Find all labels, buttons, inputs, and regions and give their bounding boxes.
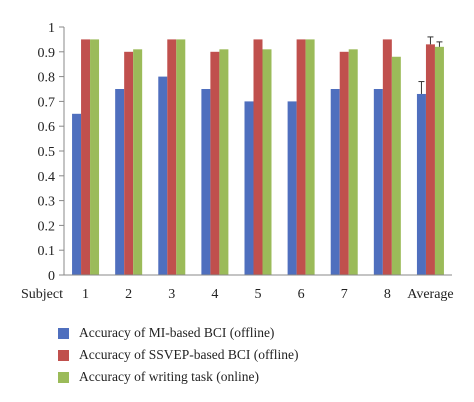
bar-mi-1 xyxy=(72,113,82,275)
x-tick-label: 2 xyxy=(125,287,132,302)
bar-mi-2 xyxy=(115,89,125,275)
y-tick-label: 0.7 xyxy=(38,95,56,110)
bar-ssvep-6 xyxy=(296,39,306,276)
x-tick-label: 8 xyxy=(384,287,391,302)
bar-mi-average xyxy=(416,93,426,276)
legend-swatch-writing xyxy=(58,371,69,383)
bar-ssvep-2 xyxy=(124,51,134,275)
legend-swatch-ssvep xyxy=(58,349,69,361)
x-tick-label: 3 xyxy=(168,287,175,302)
x-tick-label: 5 xyxy=(255,287,262,302)
bar-ssvep-4 xyxy=(210,51,220,275)
legend: Accuracy of MI-based BCI (offline) Accur… xyxy=(58,323,298,389)
bar-writing-1 xyxy=(90,39,100,276)
y-tick-label: 0.5 xyxy=(38,145,56,160)
bar-ssvep-7 xyxy=(339,51,349,275)
bar-mi-5 xyxy=(244,101,254,276)
y-tick-label: 0.6 xyxy=(38,120,56,135)
y-axis-ticks: 0 0.1 0.2 0.3 0.4 0.5 0.6 0.7 0.8 0.9 1 xyxy=(38,21,64,284)
legend-item-writing: Accuracy of writing task (online) xyxy=(58,367,298,387)
y-tick-label: 0 xyxy=(48,269,55,284)
y-tick-label: 0.4 xyxy=(38,170,56,185)
bar-writing-7 xyxy=(348,49,358,275)
legend-label-ssvep: Accuracy of SSVEP-based BCI (offline) xyxy=(79,347,299,362)
bar-writing-5 xyxy=(262,49,272,275)
y-tick-label: 0.3 xyxy=(38,195,56,210)
legend-label-mi: Accuracy of MI-based BCI (offline) xyxy=(79,325,275,340)
legend-swatch-mi xyxy=(58,327,69,339)
bar-writing-8 xyxy=(391,56,401,276)
bar-ssvep-8 xyxy=(382,39,392,276)
bar-ssvep-average xyxy=(425,44,435,275)
legend-item-ssvep: Accuracy of SSVEP-based BCI (offline) xyxy=(58,345,298,365)
bar-mi-3 xyxy=(158,76,168,275)
y-tick-label: 1 xyxy=(48,21,55,36)
bar-writing-3 xyxy=(176,39,186,276)
bar-mi-6 xyxy=(287,101,297,276)
x-axis-ticks: 1 2 3 4 5 6 7 8 Average xyxy=(82,287,454,302)
x-tick-label: 7 xyxy=(341,287,348,302)
y-tick-label: 0.8 xyxy=(38,71,56,86)
bar-writing-2 xyxy=(133,49,143,275)
error-bars xyxy=(418,36,443,94)
bar-mi-4 xyxy=(201,89,211,275)
bar-writing-6 xyxy=(305,39,315,276)
x-tick-label: 6 xyxy=(298,287,305,302)
bars xyxy=(72,39,444,276)
bar-mi-7 xyxy=(330,89,340,275)
x-tick-label: Average xyxy=(407,287,453,302)
bar-writing-average xyxy=(434,46,444,276)
legend-item-mi: Accuracy of MI-based BCI (offline) xyxy=(58,323,298,343)
y-tick-label: 0.9 xyxy=(38,46,56,61)
bar-mi-8 xyxy=(373,89,383,275)
y-tick-label: 0.1 xyxy=(38,244,56,259)
legend-label-writing: Accuracy of writing task (online) xyxy=(79,369,259,384)
bar-ssvep-3 xyxy=(167,39,177,276)
x-tick-label: 4 xyxy=(211,287,218,302)
bar-ssvep-5 xyxy=(253,39,263,276)
x-axis-prefix-label: Subject xyxy=(21,287,63,302)
y-tick-label: 0.2 xyxy=(38,219,56,234)
bar-chart: 0 0.1 0.2 0.3 0.4 0.5 0.6 0.7 0.8 0.9 1 Subject 1 2… xyxy=(21,21,454,302)
bar-ssvep-1 xyxy=(81,39,91,276)
bar-writing-4 xyxy=(219,49,229,275)
x-tick-label: 1 xyxy=(82,287,89,302)
